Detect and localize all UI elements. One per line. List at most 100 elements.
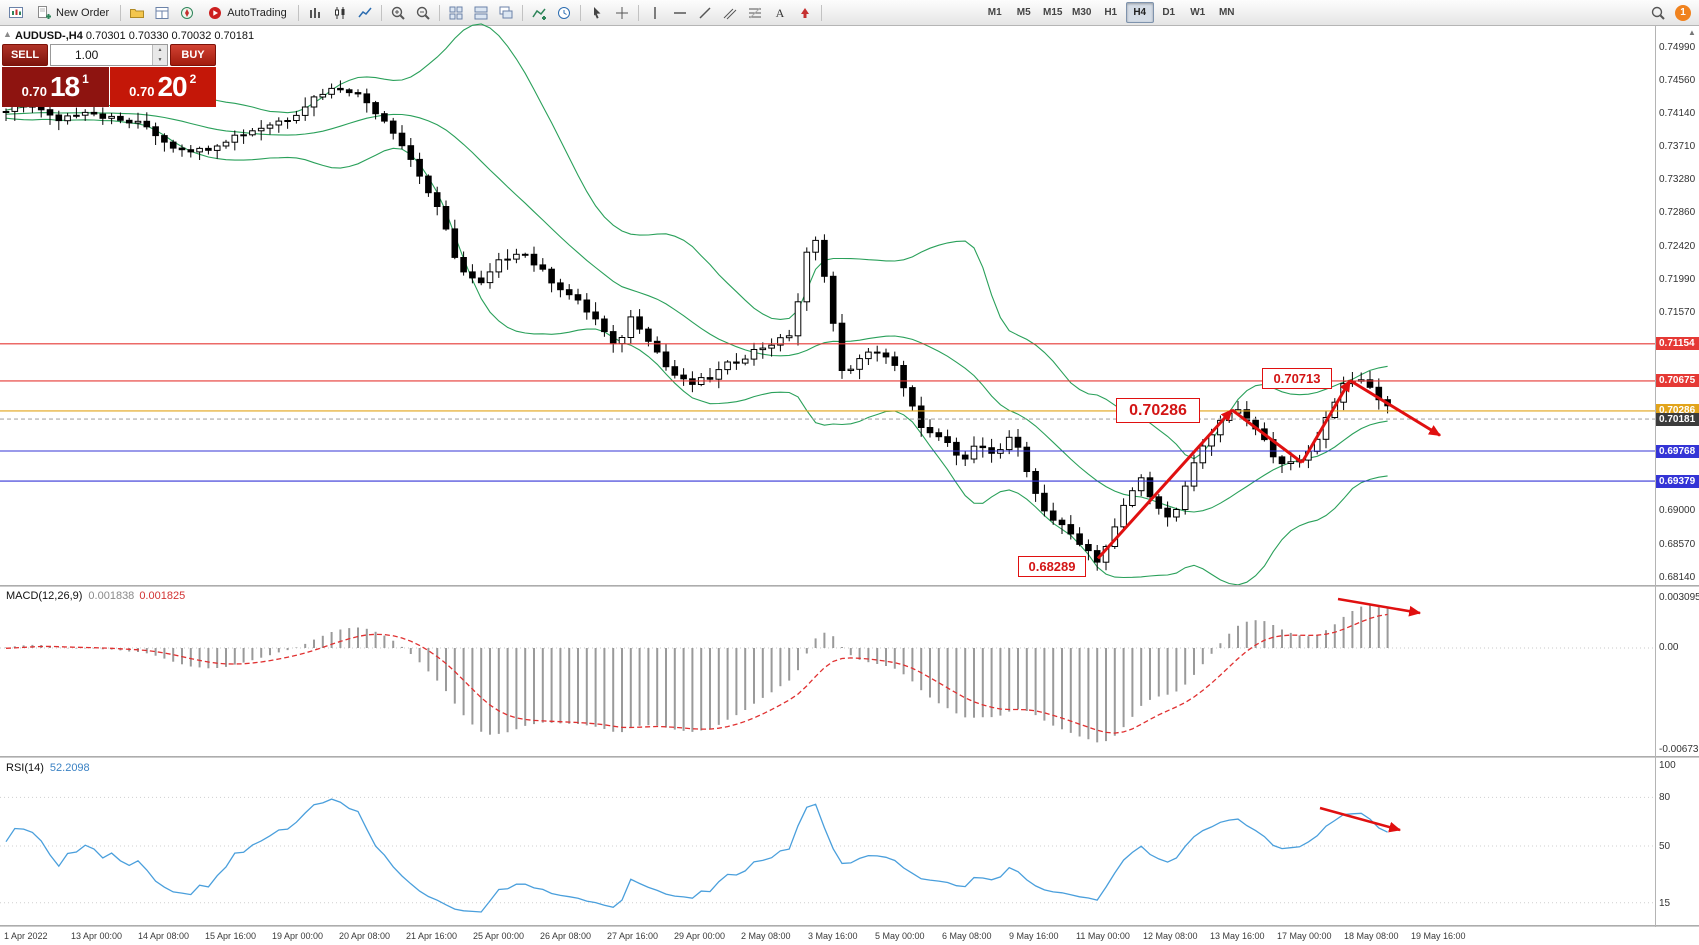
- autotrading-button[interactable]: AutoTrading: [200, 2, 294, 24]
- candlestick-chart-icon: [334, 6, 345, 19]
- price-axis[interactable]: [1655, 26, 1699, 925]
- buy-price-small: 0.70: [129, 83, 155, 99]
- toolbar-separator: [438, 4, 440, 21]
- annotation-price-68289[interactable]: 0.68289: [1018, 556, 1086, 577]
- horizontal-line-icon[interactable]: [668, 2, 692, 24]
- volume-value: 1.00: [75, 48, 99, 62]
- zoom-out-icon: [416, 6, 430, 20]
- timeframe-m15[interactable]: M15: [1042, 7, 1063, 18]
- trade-panel-row2: 0.70 18 1 0.70 20 2: [2, 67, 216, 107]
- timeframe-h1[interactable]: H1: [1104, 7, 1118, 18]
- period-separators-icon[interactable]: [552, 2, 576, 24]
- volume-up-button[interactable]: ▲: [153, 45, 167, 55]
- trendline-icon: [699, 6, 711, 19]
- bar-chart-icon: [309, 7, 320, 18]
- crosshair-icon: [615, 6, 628, 19]
- annotation-price-70713[interactable]: 0.70713: [1262, 368, 1332, 389]
- toolbar-separator: [297, 4, 299, 21]
- new-order-button[interactable]: New Order: [29, 2, 116, 24]
- sell-price[interactable]: 0.70 18 1: [2, 67, 109, 107]
- channel-icon[interactable]: [718, 2, 742, 24]
- candlestick-chart-icon[interactable]: [328, 2, 352, 24]
- timeframe-m5[interactable]: M5: [1016, 7, 1031, 18]
- timeframe-m1[interactable]: M1: [987, 7, 1002, 18]
- cascade-windows-icon[interactable]: [494, 2, 518, 24]
- zoom-in-icon: [391, 6, 405, 20]
- timeframe-mn[interactable]: MN: [1218, 7, 1235, 18]
- navigator-icon[interactable]: [175, 2, 199, 24]
- trade-panel-row1: SELL 1.00 ▲ ▼ BUY: [2, 44, 216, 66]
- fibonacci-icon: [748, 7, 761, 18]
- market-watch-icon[interactable]: [150, 2, 174, 24]
- annotation-price-70286[interactable]: 0.70286: [1116, 398, 1200, 423]
- zoom-in-icon[interactable]: [386, 2, 410, 24]
- timeframe-group: M1 M5 M15 M30 H1 H4 D1 W1 MN: [981, 2, 1241, 23]
- arrows-icon: [800, 7, 809, 18]
- line-chart-icon: [358, 7, 372, 17]
- cursor-icon[interactable]: [585, 2, 609, 24]
- text-icon: A: [775, 6, 784, 20]
- toolbar-separator: [579, 4, 581, 21]
- cascade-windows-icon: [499, 6, 513, 18]
- toolbar-left-group: New Order AutoTrading A M1 M5 M15 M30 H1 H4 D1 W1 M…: [4, 2, 1241, 24]
- sell-price-small: 0.70: [21, 83, 47, 99]
- arrange-windows-icon: [474, 6, 488, 19]
- new-indicator-icon: [532, 8, 546, 20]
- toolbar: New Order AutoTrading A M1 M5 M15 M30 H1 H4 D1 W1 M…: [0, 0, 1699, 26]
- vertical-line-icon: [653, 6, 656, 19]
- sell-button[interactable]: SELL: [2, 44, 48, 66]
- fibonacci-icon[interactable]: [743, 2, 767, 24]
- arrows-icon[interactable]: [793, 2, 817, 24]
- toolbar-separator: [820, 4, 822, 21]
- market-watch-icon: [155, 6, 169, 19]
- vertical-line-icon[interactable]: [643, 2, 667, 24]
- trendline-icon[interactable]: [693, 2, 717, 24]
- new-order-button-label: New Order: [56, 6, 110, 19]
- volume-field[interactable]: 1.00 ▲ ▼: [50, 44, 168, 66]
- notification-badge[interactable]: 1: [1675, 4, 1691, 21]
- timeframe-m30[interactable]: M30: [1071, 7, 1092, 18]
- tile-windows-icon[interactable]: [444, 2, 468, 24]
- chart-window-icon: [9, 6, 23, 18]
- line-chart-icon[interactable]: [353, 2, 377, 24]
- timeframe-d1[interactable]: D1: [1162, 7, 1176, 18]
- svg-text:A: A: [775, 6, 784, 20]
- navigator-icon: [181, 6, 194, 19]
- cursor-icon: [593, 6, 601, 19]
- search-icon[interactable]: [1646, 2, 1670, 24]
- zoom-out-icon[interactable]: [411, 2, 435, 24]
- crosshair-icon[interactable]: [610, 2, 634, 24]
- bar-chart-icon[interactable]: [303, 2, 327, 24]
- profiles-icon: [130, 8, 145, 18]
- period-separators-icon: [557, 6, 570, 19]
- sell-price-sup: 1: [82, 72, 89, 86]
- chart-window-icon[interactable]: [4, 2, 28, 24]
- timeframe-h4[interactable]: H4: [1125, 2, 1154, 23]
- time-axis[interactable]: [0, 927, 1655, 945]
- toolbar-separator: [637, 4, 639, 21]
- horizontal-line-icon: [673, 11, 686, 14]
- profiles-icon[interactable]: [125, 2, 149, 24]
- arrange-windows-icon[interactable]: [469, 2, 493, 24]
- timeframe-w1[interactable]: W1: [1190, 7, 1206, 18]
- volume-down-button[interactable]: ▼: [153, 55, 167, 65]
- volume-spinner: ▲ ▼: [152, 45, 167, 65]
- toolbar-separator: [380, 4, 382, 21]
- text-icon[interactable]: A: [768, 2, 792, 24]
- buy-price[interactable]: 0.70 20 2: [109, 67, 216, 107]
- channel-icon: [723, 8, 737, 19]
- sell-price-big: 18: [49, 71, 80, 102]
- buy-button[interactable]: BUY: [170, 44, 216, 66]
- one-click-trading-panel: SELL 1.00 ▲ ▼ BUY 0.70 18 1 0.70: [2, 44, 216, 107]
- order-icon: [38, 5, 51, 19]
- new-indicator-icon[interactable]: [527, 2, 551, 24]
- tile-windows-icon: [449, 6, 463, 19]
- search-icon: [1651, 6, 1665, 20]
- autotrading-icon: [209, 6, 222, 19]
- toolbar-right-group: 1: [1646, 2, 1695, 24]
- toolbar-separator: [120, 4, 122, 21]
- buy-price-big: 20: [157, 71, 187, 102]
- toolbar-separator: [521, 4, 523, 21]
